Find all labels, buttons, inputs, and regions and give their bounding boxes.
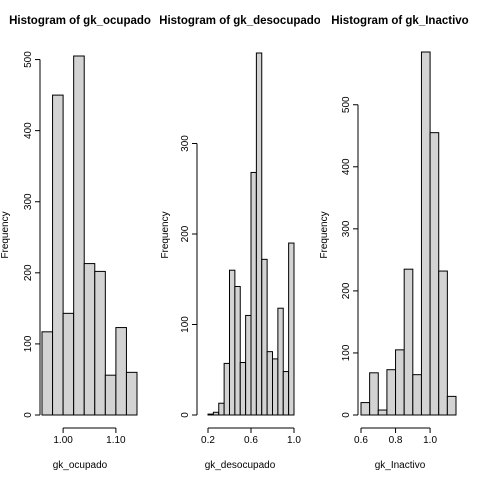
x-tick-label: 1.00 bbox=[53, 435, 73, 446]
bar bbox=[277, 307, 284, 416]
y-tick-label: 100 bbox=[23, 335, 34, 352]
bar bbox=[234, 285, 241, 416]
bar bbox=[83, 263, 96, 416]
title: Histogram of gk_Inactivo bbox=[331, 15, 468, 27]
x-tick-label: 1.0 bbox=[423, 435, 437, 446]
y-tick-label: 0 bbox=[341, 412, 352, 418]
y-tick-label: 0 bbox=[23, 412, 34, 418]
x-axis-label: gk_desocupado bbox=[205, 460, 276, 471]
bar bbox=[94, 270, 106, 416]
bar bbox=[41, 331, 54, 416]
y-tick-label: 400 bbox=[23, 122, 34, 139]
title: Histogram of gk_ocupado bbox=[9, 15, 151, 27]
x-tick-label: 1.0 bbox=[287, 435, 301, 446]
bar bbox=[360, 402, 371, 416]
y-tick-label: 300 bbox=[341, 220, 352, 237]
y-tick-label: 400 bbox=[341, 158, 352, 175]
y-tick-label: 500 bbox=[23, 51, 34, 68]
bar bbox=[438, 270, 448, 416]
bar bbox=[115, 327, 127, 416]
y-axis-label: Frequency bbox=[160, 211, 171, 258]
x-axis-label: gk_Inactivo bbox=[375, 460, 426, 471]
x-tick-label: 1.10 bbox=[106, 435, 126, 446]
bar bbox=[245, 314, 252, 416]
y-tick-label: 500 bbox=[341, 96, 352, 113]
bar bbox=[52, 94, 64, 416]
y-tick-label: 0 bbox=[180, 412, 191, 418]
bar bbox=[395, 349, 405, 416]
bar bbox=[104, 374, 117, 416]
bar bbox=[282, 371, 290, 416]
x-tick-label: 0.8 bbox=[389, 435, 403, 446]
x-tick-label: 0.6 bbox=[244, 435, 258, 446]
bar bbox=[223, 362, 230, 416]
bar bbox=[377, 409, 388, 416]
bar bbox=[429, 132, 440, 416]
y-tick-label: 100 bbox=[341, 344, 352, 361]
bar bbox=[255, 52, 263, 416]
bar bbox=[288, 242, 295, 416]
bar bbox=[125, 371, 138, 416]
y-tick-label: 300 bbox=[180, 135, 191, 152]
y-axis-label: Frequency bbox=[319, 211, 330, 258]
y-tick-label: 200 bbox=[23, 264, 34, 281]
bar bbox=[250, 171, 257, 416]
x-tick-label: 0.6 bbox=[354, 435, 368, 446]
bar bbox=[369, 372, 379, 416]
bar bbox=[207, 413, 214, 416]
bar bbox=[218, 402, 225, 416]
y-tick-label: 100 bbox=[180, 316, 191, 333]
y-tick-label: 300 bbox=[23, 193, 34, 210]
bar bbox=[420, 51, 431, 416]
panel: 0 100 200 300 400 500 0.6 0.8 1.0 Histogram of gk… bbox=[319, 15, 469, 471]
bar bbox=[62, 312, 75, 416]
bar bbox=[229, 269, 236, 416]
x-axis-label: gk_ocupado bbox=[53, 460, 108, 471]
bar bbox=[386, 369, 397, 416]
bar bbox=[239, 362, 247, 416]
bar bbox=[73, 55, 85, 416]
bar bbox=[266, 351, 273, 416]
y-axis-label: Frequency bbox=[0, 211, 11, 258]
panel: 0 100 200 300 400 500 1.00 1.10 Histogram of gk_… bbox=[0, 15, 151, 471]
bar bbox=[272, 358, 279, 416]
bar bbox=[261, 258, 268, 416]
bar bbox=[446, 395, 457, 416]
bar bbox=[403, 268, 414, 416]
panel: 0 100 200 300 0.2 0.6 1.0 Histogram of gk_desoc… bbox=[159, 15, 321, 471]
bar bbox=[412, 374, 422, 416]
y-tick-label: 200 bbox=[180, 225, 191, 242]
title: Histogram of gk_desocupado bbox=[159, 15, 321, 27]
bar bbox=[212, 411, 220, 416]
y-tick-label: 200 bbox=[341, 282, 352, 299]
x-tick-label: 0.2 bbox=[201, 435, 215, 446]
